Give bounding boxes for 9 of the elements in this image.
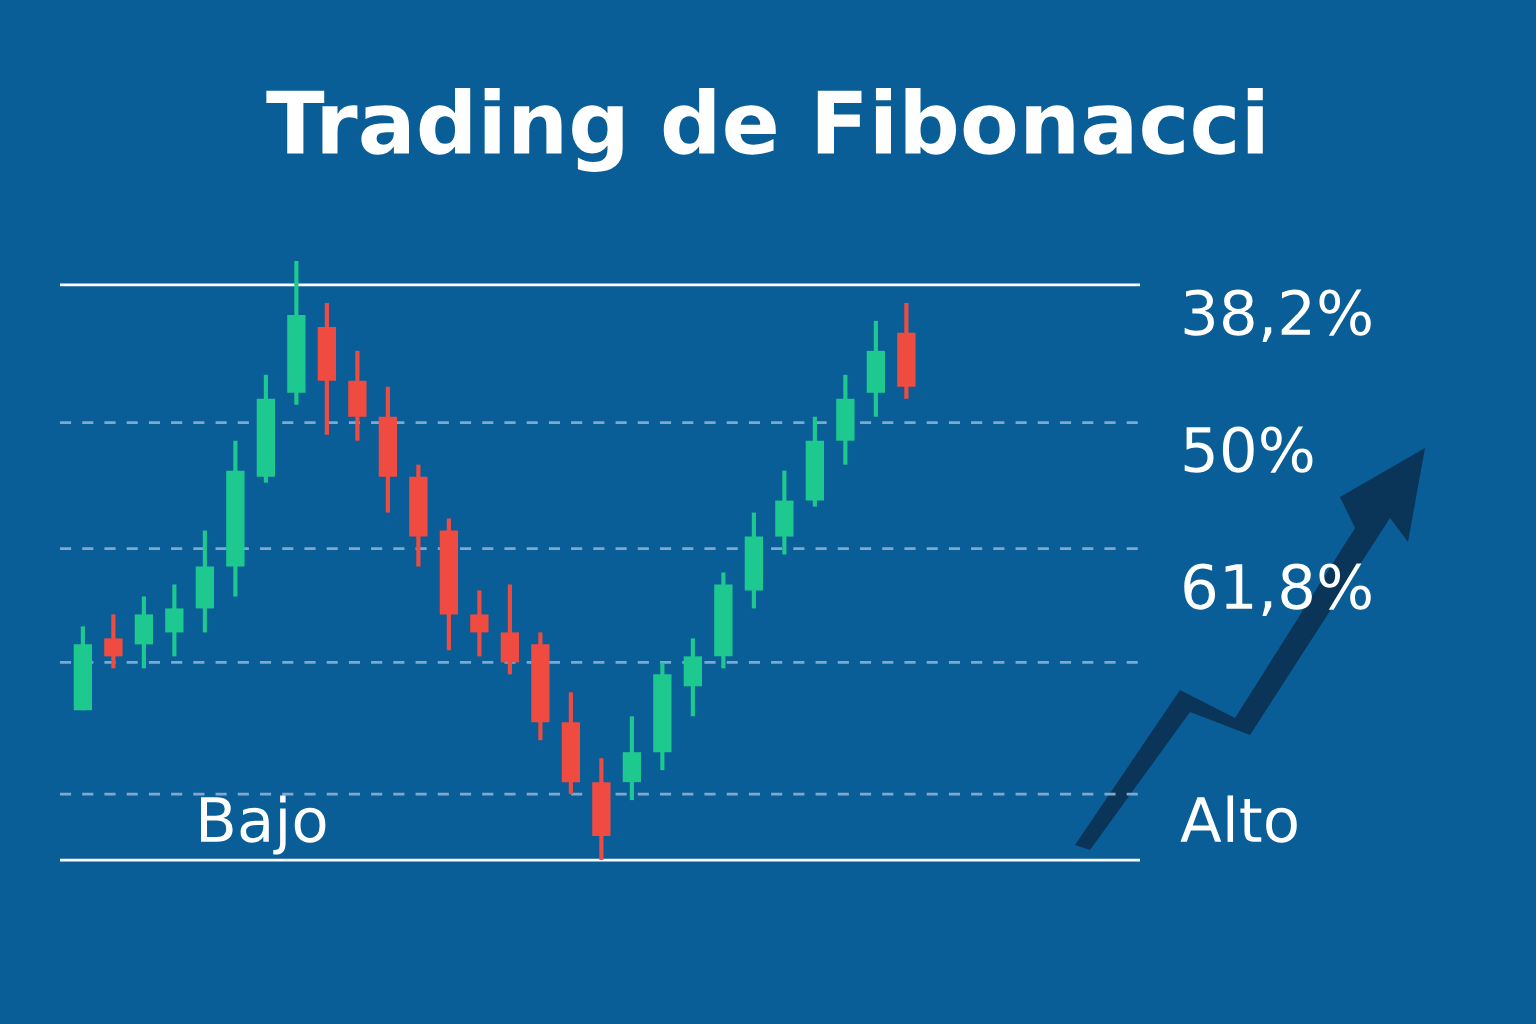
candlestick bbox=[470, 590, 489, 657]
text: 50% bbox=[1184, 426, 1313, 473]
candlestick bbox=[165, 584, 184, 657]
annotation: Bajo bbox=[201, 795, 326, 855]
text: 61,8% bbox=[1184, 563, 1371, 616]
chart-title: Trading de Fibonacci bbox=[266, 87, 1263, 173]
text: 38,2% bbox=[1184, 289, 1371, 342]
candlestick bbox=[104, 614, 123, 669]
text: Alto bbox=[1180, 795, 1297, 843]
